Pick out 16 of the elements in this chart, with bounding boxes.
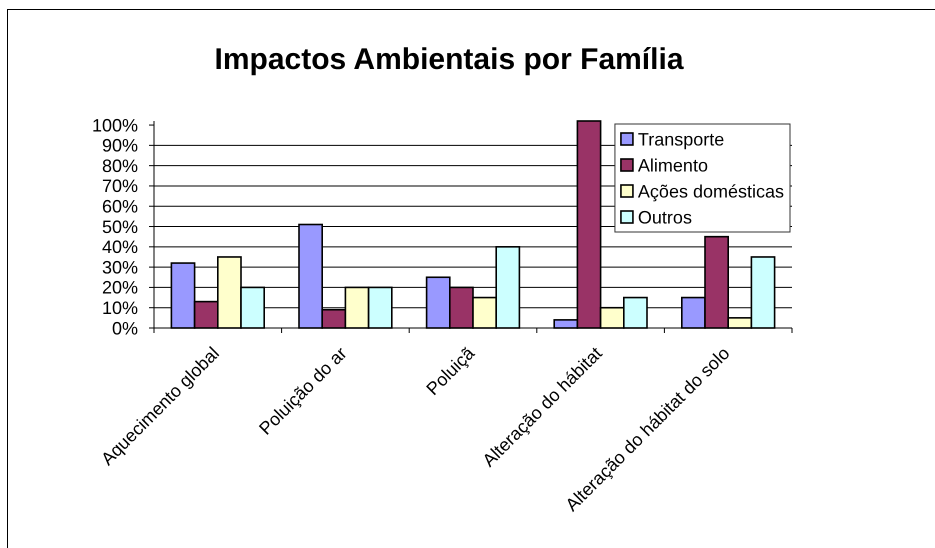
y-tick-label: 80% (102, 156, 138, 176)
y-tick-label: 60% (102, 196, 138, 217)
y-tick-label: 90% (102, 136, 138, 156)
y-tick-label: 20% (102, 278, 138, 298)
y-tick-label: 50% (102, 216, 138, 237)
y-tick-label: 100% (92, 115, 138, 136)
legend-label: Outros (638, 207, 692, 228)
legend-label: Alimento (638, 155, 708, 176)
y-tick-label: 70% (102, 176, 138, 196)
y-tick-label: 40% (102, 237, 138, 258)
y-tick-label: 10% (102, 298, 138, 318)
legend-label: Transporte (638, 129, 724, 150)
chart-title: Impactos Ambientais por Família (214, 43, 684, 76)
y-tick-label: 30% (102, 257, 138, 278)
legend-label: Ações domésticas (638, 181, 784, 202)
y-tick-label: 0% (112, 318, 138, 338)
